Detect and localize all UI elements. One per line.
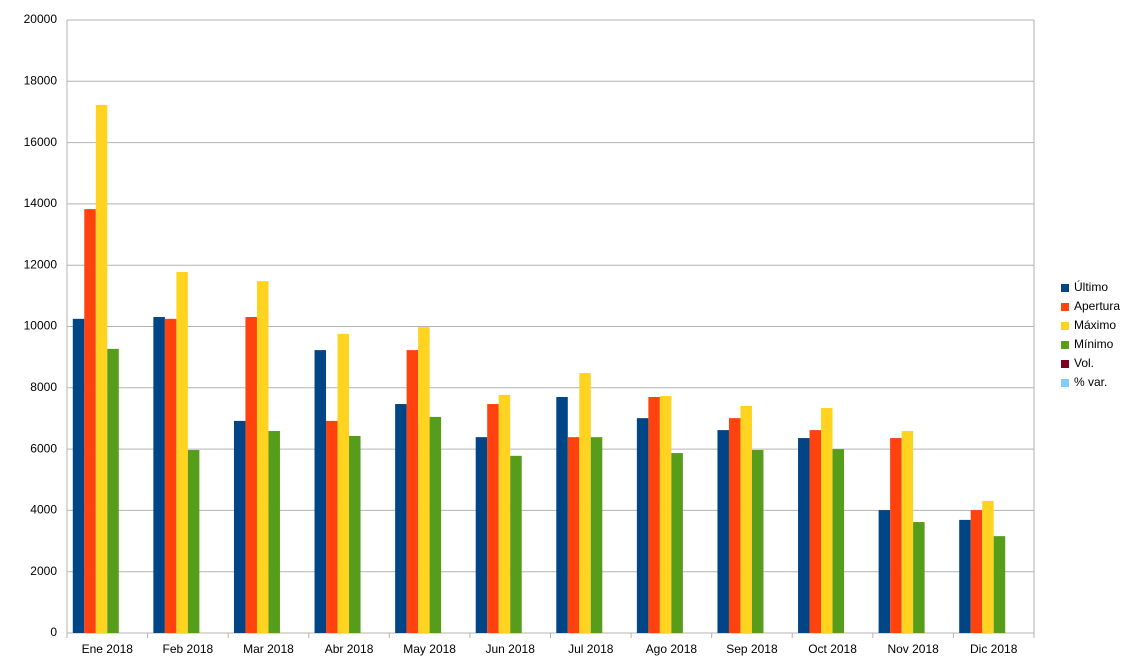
bar bbox=[959, 519, 971, 633]
bar bbox=[993, 536, 1006, 633]
x-tick-label: Sep 2018 bbox=[726, 642, 778, 656]
bar bbox=[268, 431, 280, 633]
bar bbox=[498, 394, 511, 633]
x-tick-label: May 2018 bbox=[403, 642, 456, 656]
bar bbox=[751, 450, 764, 633]
bar bbox=[72, 318, 85, 633]
y-tick-label: 14000 bbox=[24, 196, 58, 210]
bar bbox=[590, 437, 603, 633]
x-tick-label: Jun 2018 bbox=[486, 642, 536, 656]
bar bbox=[821, 408, 833, 633]
bar bbox=[406, 350, 419, 633]
bar bbox=[395, 404, 407, 633]
bar bbox=[809, 430, 822, 633]
bar bbox=[556, 396, 568, 633]
legend-swatch bbox=[1061, 360, 1069, 368]
legend-label: Máximo bbox=[1074, 318, 1116, 332]
bar bbox=[579, 373, 591, 633]
bar bbox=[648, 396, 660, 633]
bar bbox=[314, 350, 327, 633]
x-tick-label: Jul 2018 bbox=[568, 642, 614, 656]
y-tick-label: 18000 bbox=[24, 73, 58, 87]
y-tick-label: 20000 bbox=[24, 12, 58, 26]
legend-swatch bbox=[1061, 303, 1069, 311]
legend-swatch bbox=[1061, 341, 1069, 349]
bar bbox=[913, 522, 925, 633]
bar bbox=[890, 438, 902, 633]
legend-label: % var. bbox=[1074, 375, 1107, 389]
y-tick-label: 10000 bbox=[24, 319, 58, 333]
x-tick-label: Abr 2018 bbox=[325, 642, 374, 656]
bar bbox=[153, 316, 165, 633]
bar bbox=[982, 500, 994, 633]
bar bbox=[245, 316, 257, 633]
bar bbox=[164, 318, 177, 633]
y-tick-label: 0 bbox=[50, 625, 57, 639]
y-tick-label: 16000 bbox=[24, 135, 58, 149]
bar bbox=[337, 333, 350, 633]
y-tick-label: 12000 bbox=[24, 257, 58, 271]
bar bbox=[970, 510, 983, 633]
x-tick-label: Ene 2018 bbox=[82, 642, 134, 656]
bar bbox=[176, 271, 188, 633]
legend-swatch bbox=[1061, 284, 1069, 292]
bar bbox=[740, 405, 752, 633]
bar bbox=[717, 430, 729, 633]
bar bbox=[878, 510, 891, 633]
bar bbox=[349, 435, 361, 633]
x-tick-label: Dic 2018 bbox=[970, 642, 1018, 656]
bar bbox=[636, 418, 649, 633]
legend-label: Apertura bbox=[1074, 299, 1120, 313]
bar bbox=[429, 416, 442, 633]
legend-label: Vol. bbox=[1074, 356, 1094, 370]
y-tick-label: 8000 bbox=[30, 380, 57, 394]
bar bbox=[95, 104, 108, 633]
legend-swatch bbox=[1061, 379, 1069, 387]
x-tick-label: Feb 2018 bbox=[163, 642, 214, 656]
bar bbox=[107, 348, 119, 633]
bar bbox=[487, 404, 499, 633]
bar bbox=[475, 437, 488, 633]
y-tick-label: 2000 bbox=[30, 564, 57, 578]
bar bbox=[798, 438, 810, 633]
legend-swatch bbox=[1061, 322, 1069, 330]
bar bbox=[567, 437, 580, 633]
x-tick-label: Mar 2018 bbox=[243, 642, 294, 656]
bar bbox=[256, 281, 269, 633]
bar bbox=[510, 455, 522, 633]
y-tick-label: 4000 bbox=[30, 503, 57, 517]
bar bbox=[326, 420, 338, 633]
bar bbox=[659, 396, 672, 633]
bar bbox=[901, 431, 914, 633]
bar bbox=[671, 453, 683, 633]
bar bbox=[187, 450, 200, 633]
x-tick-label: Nov 2018 bbox=[887, 642, 939, 656]
legend-label: Último bbox=[1074, 279, 1108, 294]
bar bbox=[832, 449, 845, 633]
legend-label: Mínimo bbox=[1074, 337, 1114, 351]
x-tick-label: Ago 2018 bbox=[646, 642, 698, 656]
x-tick-label: Oct 2018 bbox=[808, 642, 857, 656]
bar bbox=[233, 420, 246, 633]
y-tick-label: 6000 bbox=[30, 441, 57, 455]
bar bbox=[418, 327, 430, 633]
bar bbox=[84, 209, 96, 633]
bar bbox=[728, 418, 741, 633]
